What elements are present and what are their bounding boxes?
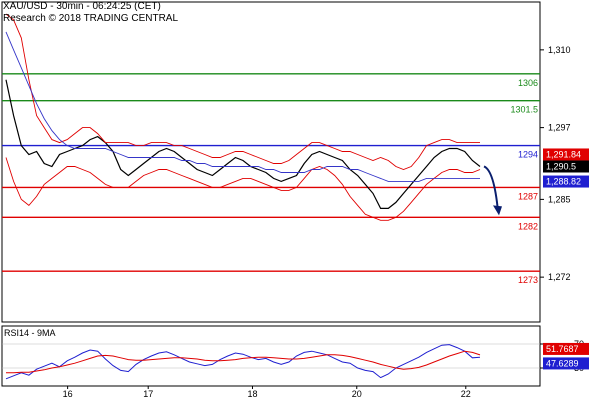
x-tick-label-22: 22 [461, 389, 471, 399]
series-xau-usd [5, 79, 481, 209]
level-label-1306: 1306 [518, 78, 538, 88]
level-label-1294: 1294 [518, 150, 538, 160]
level-label-1273: 1273 [518, 275, 538, 285]
price-tag-bg-1,288.82 [543, 175, 589, 188]
chart-title: XAU/USD - 30min - 06:24:25 (CET) [3, 1, 161, 12]
chart-copyright: Research © 2018 TRADING CENTRAL [3, 13, 179, 24]
series-bollinger-lower [5, 157, 481, 221]
price-tag-1,288.82: 1,288.82 [546, 177, 581, 187]
series-bollinger-upper [5, 13, 480, 170]
price-tag-1,290.5: 1,290.5 [546, 161, 576, 171]
chart-frame [1, 1, 541, 387]
key-levels: 1306 1301.5 1294 1287 1282 1273 [2, 73, 540, 285]
price-series [5, 13, 502, 221]
y-tick-label-1,297: 1,297 [548, 123, 571, 133]
rsi-series-9ma [6, 350, 481, 374]
projection-arrow-line [483, 165, 499, 212]
y-tick-label-1,310: 1,310 [548, 45, 571, 55]
price-tag-bg-1,290.5 [543, 160, 589, 173]
x-tick-label-17: 17 [143, 389, 153, 399]
rsi-tag-47.6289: 47.6289 [546, 358, 579, 368]
y-tick-label-1,285: 1,285 [548, 194, 571, 204]
rsi-title: RSI14 - 9MA [4, 328, 56, 338]
rsi-series-rsi14 [5, 344, 481, 380]
level-label-1282: 1282 [518, 221, 538, 231]
y-tick-label-1,272: 1,272 [548, 272, 571, 282]
x-tick-label-20: 20 [352, 389, 362, 399]
rsi-panel: RSI14 - 9MA [2, 328, 540, 380]
price-tag-bg-1,291.84 [543, 148, 589, 161]
series-moving-average [5, 31, 480, 182]
rsi-tag-51.7687: 51.7687 [546, 344, 579, 354]
rsi-tag-bg-51.7687 [543, 342, 589, 355]
price-plot-border [1, 1, 541, 323]
level-label-1287: 1287 [518, 191, 538, 201]
level-label-1301.5: 1301.5 [510, 105, 538, 115]
price-tag-1,291.84: 1,291.84 [546, 149, 581, 159]
rsi-tag-bg-47.6289 [543, 357, 589, 370]
price-tags: 1,291.84 1,290.5 1,288.82 51.7687 47.6289 [543, 148, 589, 370]
x-tick-label-16: 16 [63, 389, 73, 399]
x-tick-label-18: 18 [247, 389, 257, 399]
rsi-plot-border [1, 325, 541, 387]
projection-arrow-head [493, 205, 502, 216]
